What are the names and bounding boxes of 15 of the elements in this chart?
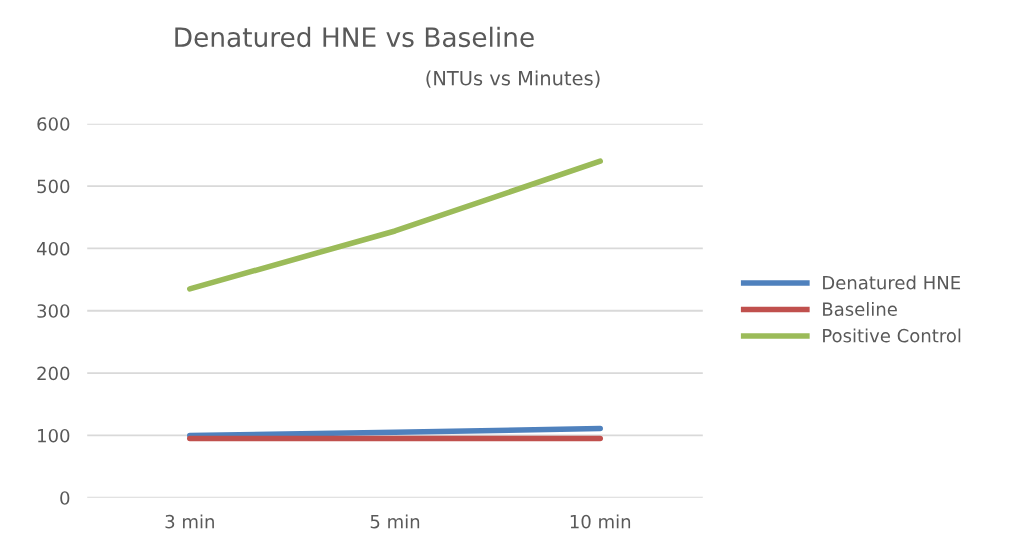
y-tick-label: 600 — [37, 117, 70, 131]
x-tick-label: 5 min — [370, 514, 420, 529]
x-tick-label: 3 min — [165, 514, 214, 529]
legend-label: Positive Control — [823, 328, 961, 343]
y-tick-label: 400 — [36, 241, 70, 256]
chart-subtitle: (NTUs vs Minutes) — [426, 70, 600, 88]
y-tick-label: 500 — [37, 179, 70, 194]
legend-label: Denatured HNE — [823, 275, 961, 290]
y-tick-label: 200 — [37, 366, 70, 381]
y-tick-label: 300 — [37, 304, 70, 318]
y-tick-label: 100 — [38, 428, 70, 443]
y-tick-label: 0 — [60, 491, 70, 505]
legend-label: Baseline — [823, 302, 897, 316]
x-tick-label: 10 min — [570, 514, 631, 529]
chart-title: Denatured HNE vs Baseline — [175, 26, 534, 48]
